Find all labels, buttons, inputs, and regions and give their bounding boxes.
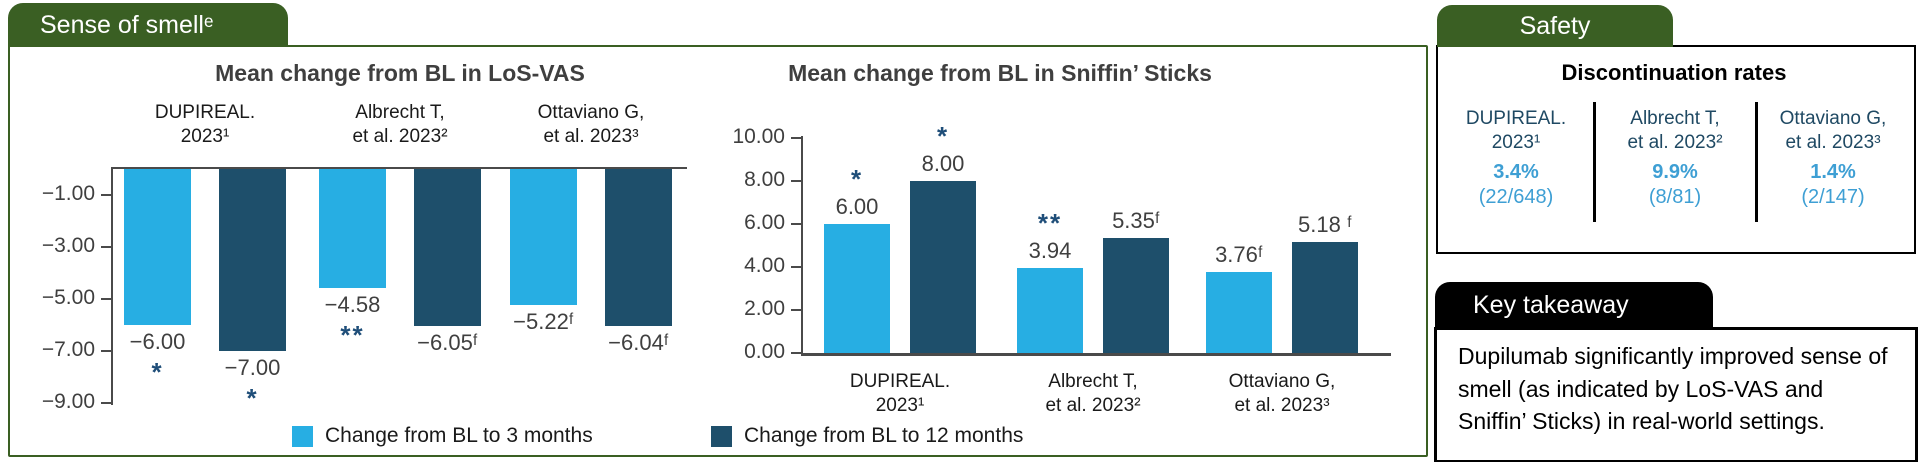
category-label: DUPIREAL. 2023¹	[849, 371, 951, 416]
safety-rate: 9.9%	[1652, 160, 1698, 183]
y-axis-tick-label: −5.00	[41, 286, 95, 309]
y-axis-tick	[101, 194, 113, 196]
bar-12-months	[414, 169, 481, 327]
y-axis-tick	[101, 298, 113, 300]
safety-column-dupireal: DUPIREAL. 2023¹ 3.4% (22/648)	[1440, 107, 1592, 209]
legend-swatch-12-months-icon	[711, 425, 732, 447]
key-takeaway-panel	[1434, 327, 1918, 462]
category-label: Ottaviano G, et al. 2023³	[537, 102, 645, 147]
key-takeaway-tab: Key takeaway	[1435, 282, 1713, 329]
y-axis-line	[801, 136, 803, 355]
bar-3-months	[124, 169, 191, 325]
y-axis-tick	[791, 137, 803, 139]
sense-of-smell-tab-label: Sense of smellᵉ	[40, 10, 214, 39]
bar-value-label: −6.00	[129, 329, 186, 354]
y-axis-tick	[791, 352, 803, 354]
bar-value-label: 5.18 ᶠ	[1298, 211, 1352, 237]
y-axis-tick	[101, 350, 113, 352]
y-axis-tick	[791, 266, 803, 268]
y-axis-tick	[791, 223, 803, 225]
legend-label-12-months: Change from BL to 12 months	[744, 424, 1024, 447]
safety-column-divider	[1755, 102, 1758, 222]
y-axis-tick	[791, 180, 803, 182]
bar-3-months	[319, 169, 386, 289]
significance-marker: *	[151, 357, 164, 387]
safety-study-name: Ottaviano G, et al. 2023³	[1779, 108, 1887, 153]
significance-marker: *	[246, 383, 259, 413]
bar-12-months	[219, 169, 286, 351]
legend-label-3-months: Change from BL to 3 months	[325, 424, 593, 447]
bar-12-months	[1292, 241, 1358, 353]
y-axis-tick	[791, 309, 803, 311]
bar-value-label: −6.04ᶠ	[608, 330, 669, 356]
safety-study-name: DUPIREAL. 2023¹	[1465, 108, 1567, 153]
legend-swatch-3-months-icon	[292, 425, 313, 447]
key-takeaway-tab-label: Key takeaway	[1473, 291, 1629, 319]
y-axis-tick-label: 2.00	[744, 297, 785, 320]
y-axis-tick-label: −7.00	[41, 338, 95, 361]
bar-value-label: 3.76ᶠ	[1215, 242, 1263, 268]
y-axis-tick-label: −9.00	[41, 390, 95, 413]
safety-panel	[1436, 45, 1916, 254]
safety-tab-label: Safety	[1519, 11, 1591, 40]
y-axis-tick-label: 6.00	[744, 211, 785, 234]
y-axis-tick	[101, 402, 113, 404]
key-takeaway-text: Dupilumab significantly improved sense o…	[1458, 343, 1888, 435]
safety-panel-title: Discontinuation rates	[1561, 60, 1787, 85]
category-label: Albrecht T, et al. 2023²	[352, 102, 448, 147]
y-axis-tick-label: 10.00	[732, 125, 785, 148]
bar-12-months	[1103, 237, 1169, 353]
bar-value-label: 5.35ᶠ	[1112, 207, 1160, 233]
bar-value-label: 8.00	[921, 151, 965, 176]
bar-value-label: −4.58	[324, 292, 381, 318]
significance-marker: **	[340, 320, 365, 351]
baseline-axis-line	[801, 353, 1391, 356]
category-label: Albrecht T, et al. 2023²	[1045, 371, 1141, 416]
bar-value-label: −6.05ᶠ	[417, 330, 478, 356]
safety-count: (2/147)	[1801, 185, 1865, 208]
safety-count: (22/648)	[1478, 185, 1554, 208]
bar-value-label: 6.00	[835, 194, 879, 219]
bar-3-months	[1206, 272, 1272, 353]
bar-value-label: −7.00	[224, 355, 281, 380]
bar-3-months	[1017, 268, 1083, 353]
y-axis-tick-label: −3.00	[41, 234, 95, 257]
bar-3-months	[510, 169, 577, 305]
y-axis-tick-label: 0.00	[744, 340, 785, 363]
bar-value-label: 3.94	[1028, 238, 1072, 264]
legend-item-12-months: Change from BL to 12 months	[711, 424, 1023, 448]
y-axis-tick-label: 8.00	[744, 168, 785, 191]
chart-title: Mean change from BL in LoS-VAS	[215, 60, 585, 86]
significance-marker: **	[1037, 208, 1063, 239]
bar-value-label: −5.22ᶠ	[513, 308, 574, 334]
sense-of-smell-tab: Sense of smellᵉ	[8, 3, 288, 47]
bar-12-months	[910, 181, 976, 353]
significance-marker: *	[850, 164, 864, 194]
chart-title: Mean change from BL in Sniffin’ Sticks	[788, 60, 1212, 86]
y-axis-tick-label: −1.00	[41, 182, 95, 205]
safety-study-name: Albrecht T, et al. 2023²	[1627, 108, 1723, 153]
safety-rate: 3.4%	[1493, 160, 1539, 183]
category-label: Ottaviano G, et al. 2023³	[1228, 371, 1336, 416]
bar-12-months	[605, 169, 672, 327]
safety-count: (8/81)	[1648, 185, 1702, 208]
y-axis-tick	[101, 246, 113, 248]
significance-marker: *	[936, 121, 950, 151]
safety-column-divider	[1593, 102, 1596, 222]
safety-rate: 1.4%	[1810, 160, 1856, 183]
legend-item-3-months: Change from BL to 3 months	[292, 424, 593, 448]
safety-column-ottaviano: Ottaviano G, et al. 2023³ 1.4% (2/147)	[1758, 107, 1908, 209]
safety-tab: Safety	[1437, 5, 1673, 47]
category-label: DUPIREAL. 2023¹	[154, 102, 256, 147]
baseline-axis-line	[111, 167, 687, 169]
safety-column-albrecht: Albrecht T, et al. 2023² 9.9% (8/81)	[1598, 107, 1752, 209]
bar-3-months	[824, 224, 890, 353]
y-axis-line	[111, 167, 113, 405]
y-axis-tick-label: 4.00	[744, 254, 785, 277]
